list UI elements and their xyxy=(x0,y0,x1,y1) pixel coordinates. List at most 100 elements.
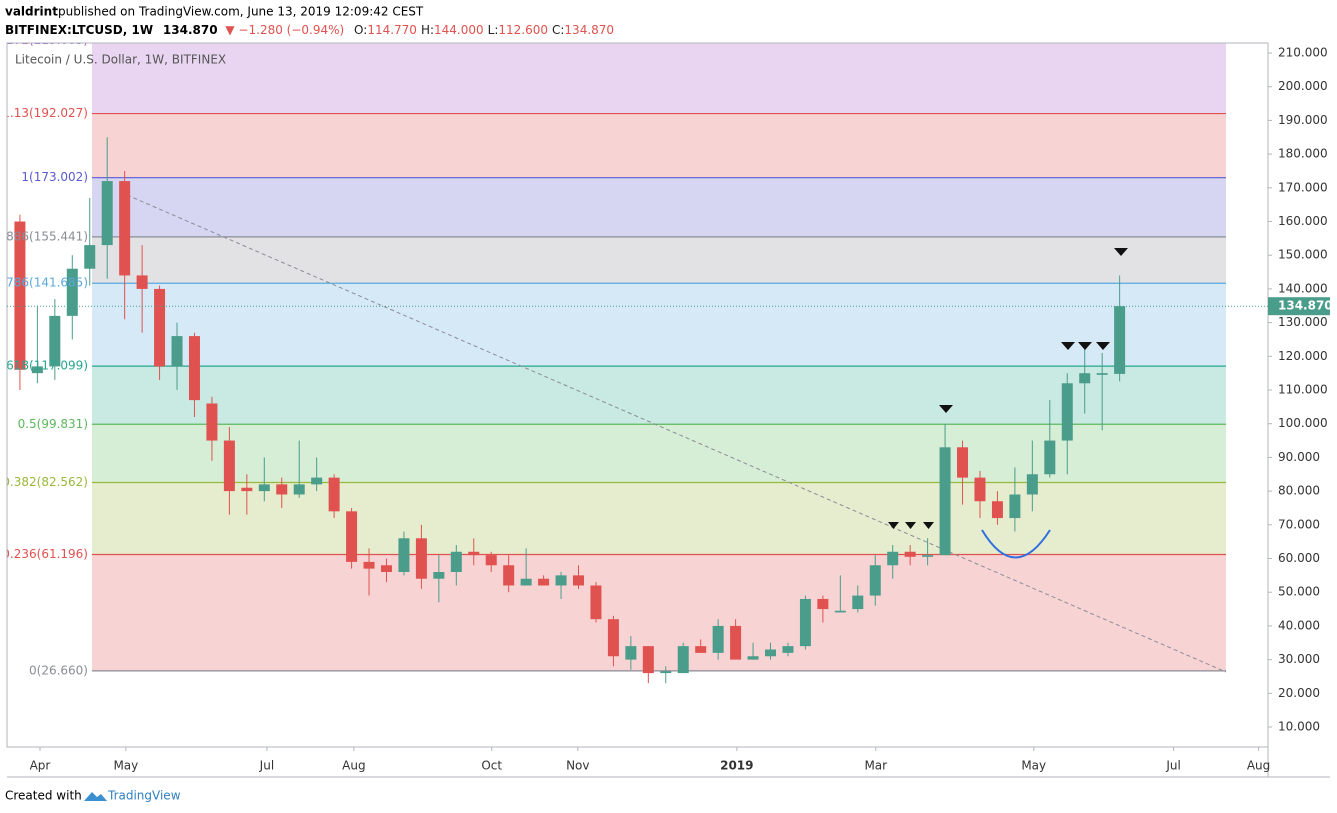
fib-label: 0.5(99.831) xyxy=(18,417,88,431)
candle-body xyxy=(799,598,811,647)
chart-title: Litecoin / U.S. Dollar, 1W, BITFINEX xyxy=(15,53,226,67)
candle-body xyxy=(1096,373,1108,375)
candle-body xyxy=(712,625,724,653)
y-tick-label: 120.000 xyxy=(1278,349,1328,363)
y-tick-label: 90.000 xyxy=(1278,450,1320,464)
trend-line xyxy=(126,194,1227,673)
candle-body xyxy=(258,484,270,492)
fib-label: 0.236(61.196) xyxy=(2,547,88,561)
candle-body xyxy=(590,585,602,620)
change: ▼ −1.280 (−0.94%) xyxy=(225,23,344,37)
candle-body xyxy=(31,366,43,374)
candle-body xyxy=(677,646,689,674)
candle-body xyxy=(974,477,986,502)
candle-body xyxy=(14,221,26,370)
candle-body xyxy=(538,578,550,586)
x-tick-label: Nov xyxy=(566,759,589,773)
candle-body xyxy=(468,551,480,556)
ohlc-key: O: xyxy=(354,23,367,37)
last-price-label: 134.870 xyxy=(1278,299,1333,313)
candle-body xyxy=(607,619,619,657)
x-tick-label: Oct xyxy=(481,759,502,773)
candle-body xyxy=(485,555,497,566)
arrow-markers xyxy=(888,248,1128,529)
candle-body xyxy=(1026,474,1038,495)
y-tick-label: 160.000 xyxy=(1278,214,1328,228)
fib-label: 1.13(192.027) xyxy=(2,106,88,120)
candle-body xyxy=(66,268,78,316)
candle-body xyxy=(957,447,969,478)
candle-body xyxy=(398,538,410,572)
fib-zone xyxy=(92,424,1226,483)
candle-body xyxy=(84,245,96,269)
fib-zone xyxy=(92,43,1226,114)
ohlc: O:114.770 H:144.000 L:112.600 C:134.870 xyxy=(354,23,614,37)
fib-label: 1.272(213.665) xyxy=(0,33,88,47)
candle-body xyxy=(136,275,148,289)
y-tick-label: 20.000 xyxy=(1278,686,1320,700)
symbol: BITFINEX:LTCUSD, 1W xyxy=(5,23,153,37)
axes: 10.000 20.000 30.000 40.000 50.000 60.000 70.0… xyxy=(30,46,1328,773)
y-tick-label: 60.000 xyxy=(1278,551,1320,565)
y-tick-label: 210.000 xyxy=(1278,46,1328,60)
y-tick-label: 50.000 xyxy=(1278,585,1320,599)
candle-body xyxy=(223,440,235,492)
candle-body xyxy=(1079,373,1091,384)
x-tick-label: Jul xyxy=(1165,759,1180,773)
candle-body xyxy=(834,610,846,613)
y-tick-label: 70.000 xyxy=(1278,517,1320,531)
y-tick-label: 200.000 xyxy=(1278,79,1328,93)
fib-label: 1(173.002) xyxy=(21,170,88,184)
candle-body xyxy=(241,487,253,492)
candle-body xyxy=(730,625,742,660)
fib-label: 0.618(117.099) xyxy=(0,359,88,373)
y-tick-label: 130.000 xyxy=(1278,315,1328,329)
candles xyxy=(14,137,1126,684)
fib-label: 0(26.660) xyxy=(29,663,88,677)
candle-body xyxy=(415,538,427,579)
fib-zone xyxy=(92,283,1226,367)
ohlc-value: 144.000 xyxy=(434,23,484,37)
footer: Created with xyxy=(5,789,82,803)
brand: TradingView xyxy=(107,789,181,803)
rounded-bottom-arc xyxy=(981,529,1051,559)
y-tick-label: 190.000 xyxy=(1278,113,1328,127)
fib-zones xyxy=(92,43,1226,671)
fib-zone xyxy=(92,366,1226,425)
candle-body xyxy=(695,646,707,653)
candle-body xyxy=(346,511,358,562)
candle-body xyxy=(922,555,934,557)
fib-zone xyxy=(92,236,1226,284)
candle-body xyxy=(625,646,637,660)
candle-body xyxy=(503,565,515,586)
ohlc-key: L: xyxy=(488,23,499,37)
candle-body xyxy=(171,336,183,367)
candle-body xyxy=(660,671,672,674)
candle-body xyxy=(276,484,288,495)
candle-body xyxy=(520,578,532,586)
x-tick-label: Jul xyxy=(259,759,274,773)
x-tick-label: May xyxy=(113,759,138,773)
x-tick-label: May xyxy=(1021,759,1046,773)
candle-body xyxy=(642,646,654,674)
candle-body xyxy=(293,484,305,495)
x-tick-label: Mar xyxy=(864,759,887,773)
candle-body xyxy=(1044,440,1056,475)
fib-lines xyxy=(92,112,1226,672)
x-tick-label: Aug xyxy=(1247,759,1270,773)
candle-body xyxy=(782,646,794,653)
fib-zone xyxy=(92,482,1226,555)
candle-body xyxy=(555,575,567,586)
candle-body xyxy=(852,595,864,610)
fib-zone xyxy=(92,113,1226,178)
x-tick-label: 2019 xyxy=(720,759,753,773)
candle-body xyxy=(817,598,829,610)
candle-body xyxy=(991,501,1003,519)
candle-body xyxy=(49,315,61,367)
candle-body xyxy=(747,656,759,660)
candle-body xyxy=(572,575,584,586)
fib-zone xyxy=(92,554,1226,671)
candle-body xyxy=(1009,494,1021,519)
